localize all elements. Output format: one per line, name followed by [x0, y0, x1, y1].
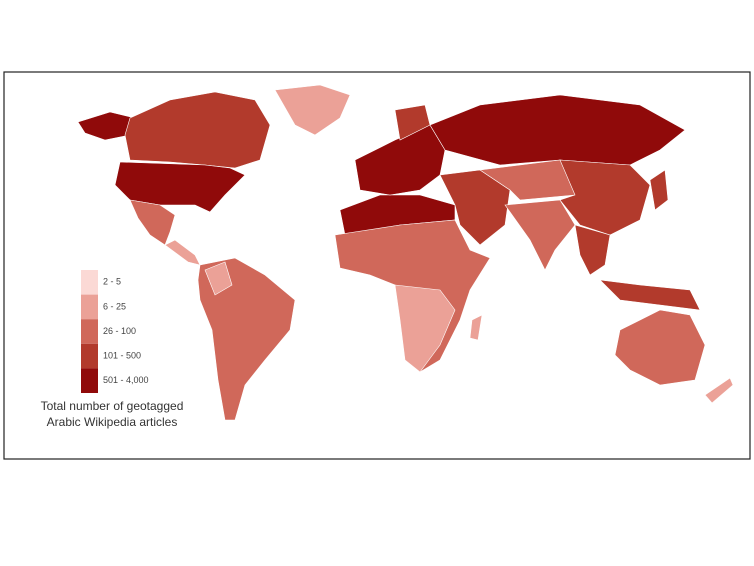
legend-swatch — [81, 368, 98, 393]
greenland — [274, 84, 351, 136]
legend-swatch — [81, 343, 98, 369]
caption-line: Total number of geotagged — [41, 399, 184, 413]
legend-swatch — [81, 319, 98, 344]
southeast-asia — [574, 224, 611, 276]
mexico — [129, 199, 176, 246]
india — [504, 199, 576, 271]
world-map — [77, 84, 734, 421]
legend-label: 6 - 25 — [103, 301, 126, 311]
madagascar — [469, 314, 483, 341]
legend-label: 2 - 5 — [103, 277, 121, 287]
central-america — [164, 239, 201, 266]
legend-swatch — [81, 294, 98, 320]
legend: 2 - 5 6 - 25 26 - 100 101 - 500 501 - 4,000 — [81, 270, 149, 393]
canada — [124, 91, 271, 169]
indonesia — [599, 279, 701, 311]
new-zealand — [704, 377, 734, 404]
colombia — [204, 261, 233, 296]
russia — [429, 94, 686, 166]
legend-swatch — [81, 270, 98, 295]
usa — [114, 161, 246, 213]
legend-label: 101 - 500 — [103, 350, 141, 360]
south-america — [197, 257, 296, 421]
legend-label: 501 - 4,000 — [103, 375, 149, 385]
australia — [614, 309, 706, 386]
legend-label: 26 - 100 — [103, 326, 136, 336]
southern-africa — [394, 284, 456, 373]
caption-line: Arabic Wikipedia articles — [47, 415, 178, 429]
japan — [649, 169, 669, 211]
